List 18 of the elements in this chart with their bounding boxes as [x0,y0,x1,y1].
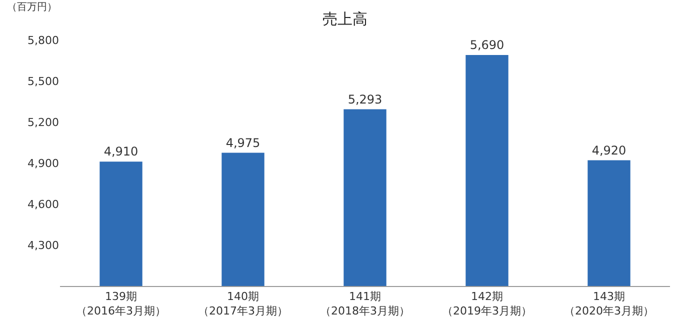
y-tick-label: 4,600 [28,198,59,211]
y-tick-label: 5,200 [28,116,59,129]
x-tick-label: 140期（2017年3月期） [198,290,288,318]
x-tick-label: 141期（2018年3月期） [320,290,410,318]
y-tick-label: 5,500 [28,74,59,88]
chart-title: 売上高 [322,10,368,28]
data-label: 4,910 [104,144,138,159]
y-tick-label: 4,300 [28,238,59,252]
y-tick-label: 4,900 [28,156,59,170]
y-tick-label: 5,800 [28,34,59,47]
x-tick-label: 143期（2020年3月期） [564,290,654,318]
x-tick-label: 139期（2016年3月期） [76,290,166,318]
y-axis-title: （百万円） [7,2,57,13]
data-label: 5,690 [470,38,504,52]
data-label: 4,920 [592,143,626,158]
data-label: 4,975 [226,136,260,150]
data-label: 5,293 [348,92,382,106]
x-tick-label: 142期（2019年3月期） [442,290,532,318]
